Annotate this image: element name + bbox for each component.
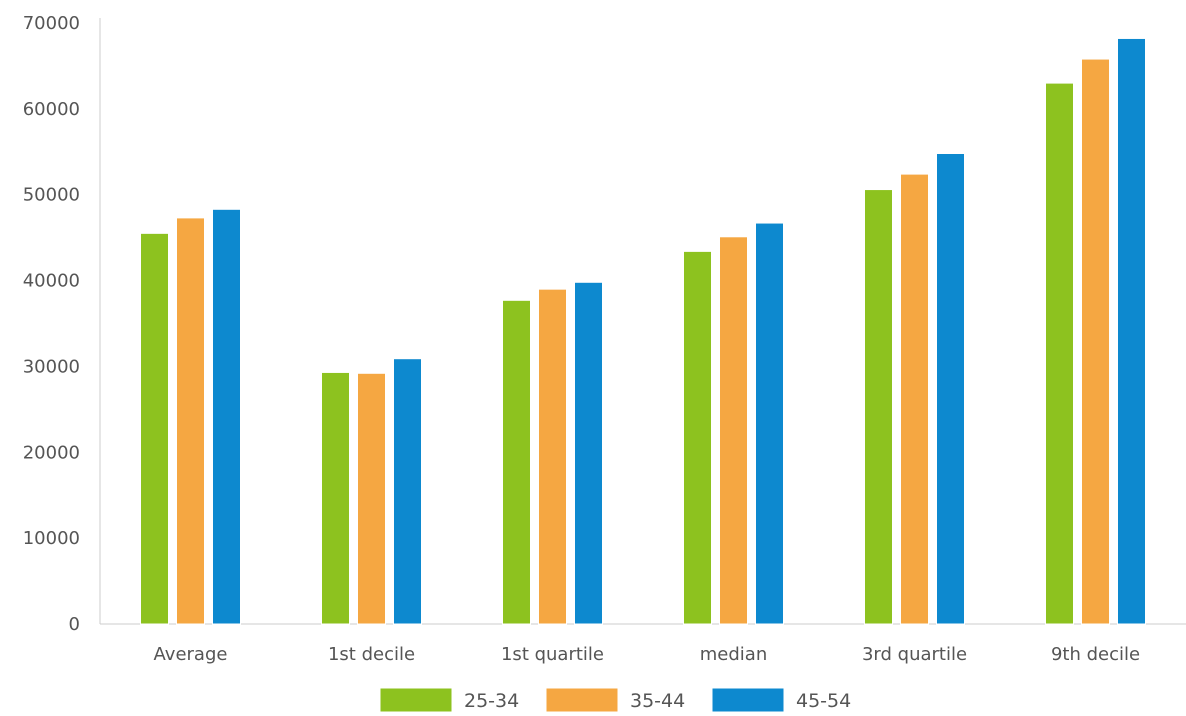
legend-item-45-54[interactable]: 45-54 — [711, 687, 851, 713]
legend: 25-34 35-44 45-54 — [379, 687, 851, 713]
x-tick-label: 9th decile — [1051, 644, 1140, 665]
bar-35-44-1st-decile[interactable] — [357, 372, 386, 625]
bar-45-54-average[interactable] — [212, 208, 241, 625]
legend-item-35-44[interactable]: 35-44 — [545, 687, 685, 713]
bar-35-44-median[interactable] — [719, 236, 748, 625]
x-axis: Average 1st decile 1st quartile median 3rd q… — [100, 623, 1186, 665]
bar-25-34-median[interactable] — [683, 250, 712, 625]
bar-25-34-9th-decile[interactable] — [1045, 82, 1074, 625]
bar-35-44-3rd-quartile[interactable] — [900, 173, 929, 625]
y-tick-label: 20000 — [23, 442, 80, 463]
x-tick-label: 3rd quartile — [862, 644, 967, 665]
bar-45-54-3rd-quartile[interactable] — [936, 153, 965, 625]
bar-45-54-9th-decile[interactable] — [1117, 37, 1146, 625]
y-tick-label: 70000 — [23, 13, 80, 34]
y-tick-label: 40000 — [23, 271, 80, 292]
y-tick-label: 0 — [69, 614, 80, 635]
y-tick-label: 60000 — [23, 99, 80, 120]
bar-45-54-1st-quartile[interactable] — [574, 281, 603, 625]
bar-25-34-1st-decile[interactable] — [321, 371, 350, 625]
legend-swatch — [379, 687, 453, 713]
y-tick-label: 50000 — [23, 185, 80, 206]
bar-45-54-1st-decile[interactable] — [393, 358, 422, 625]
legend-label: 45-54 — [796, 690, 851, 712]
legend-label: 25-34 — [464, 690, 519, 712]
x-tick-label: median — [700, 644, 767, 665]
bar-45-54-median[interactable] — [755, 222, 784, 625]
y-tick-label: 30000 — [23, 356, 80, 377]
x-tick-label: Average — [154, 644, 228, 665]
bar-25-34-3rd-quartile[interactable] — [864, 189, 893, 625]
legend-swatch — [711, 687, 785, 713]
bars-group — [140, 37, 1146, 625]
bar-35-44-9th-decile[interactable] — [1081, 58, 1110, 625]
legend-swatch — [545, 687, 619, 713]
bar-35-44-average[interactable] — [176, 217, 205, 625]
bar-25-34-1st-quartile[interactable] — [502, 299, 531, 625]
y-tick-label: 10000 — [23, 528, 80, 549]
y-axis: 0 10000 20000 30000 40000 50000 60000 70000 — [23, 13, 101, 635]
x-tick-label: 1st decile — [328, 644, 415, 665]
legend-item-25-34[interactable]: 25-34 — [379, 687, 519, 713]
x-tick-label: 1st quartile — [501, 644, 604, 665]
legend-label: 35-44 — [630, 690, 685, 712]
bar-25-34-average[interactable] — [140, 232, 169, 625]
bar-35-44-1st-quartile[interactable] — [538, 288, 567, 625]
